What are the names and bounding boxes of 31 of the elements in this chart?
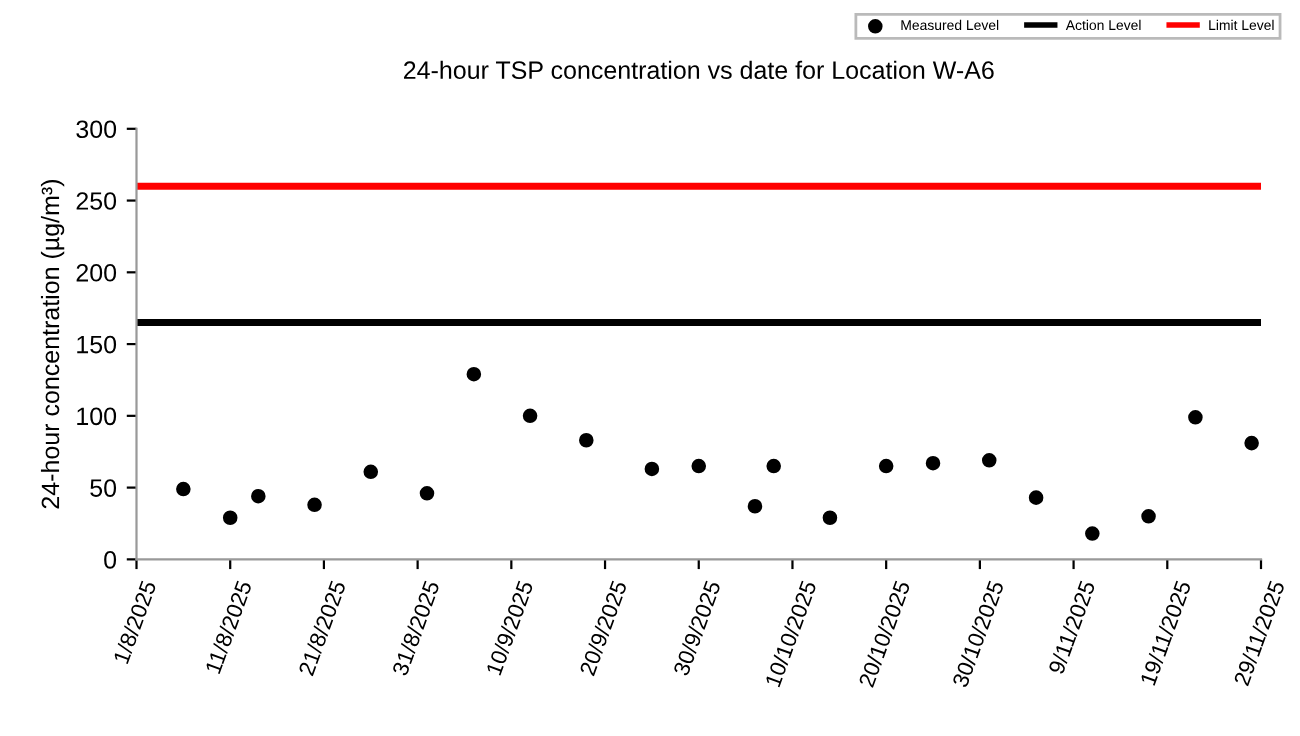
point [766,458,781,474]
point [747,498,763,514]
point [307,497,322,513]
y-tick-label: 50 [90,479,117,497]
y-axis-title: 24-hour concentration (µg/m³) [40,180,65,509]
point [644,461,660,477]
point [522,408,538,424]
point [691,458,707,474]
y-tick-label: 0 [104,550,117,569]
point [878,458,894,474]
y-tick-label: 300 [76,120,117,139]
point [1188,409,1203,425]
point [1141,509,1156,524]
point [419,486,435,501]
point [822,510,838,526]
point [1244,435,1259,451]
point [925,455,941,471]
point [466,366,482,382]
point [363,464,379,480]
point [251,488,266,504]
y-tick-label: 100 [77,407,117,426]
point [1085,526,1100,541]
y-tick-label: 150 [77,335,117,354]
point [176,481,191,497]
chart-title: 24-hour TSP concentration vs date for Location W-A6 [404,60,994,80]
point [1028,490,1044,505]
point [579,432,594,448]
point [981,453,997,468]
y-tick-label: 200 [76,263,117,282]
point [222,510,238,526]
y-tick-label: 250 [76,192,117,210]
